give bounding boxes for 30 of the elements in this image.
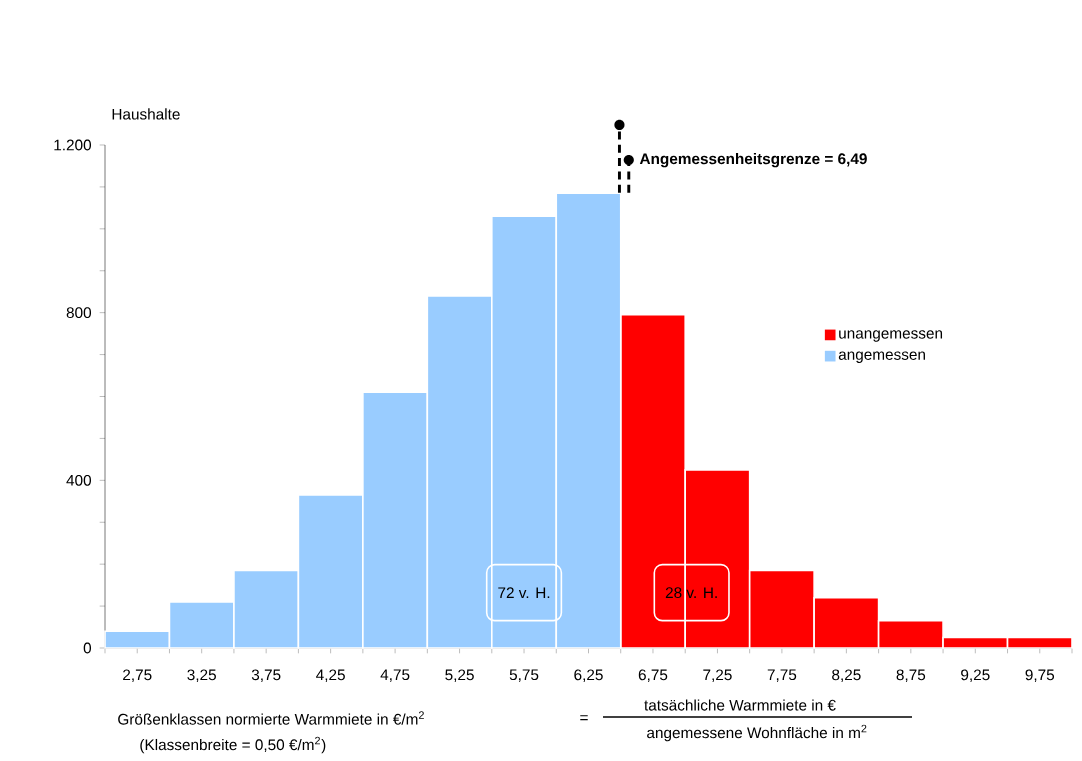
- annotation: 28 v. H.: [665, 587, 717, 599]
- x-tick-label: 7,75: [767, 669, 797, 682]
- legend-label: unangemessen: [839, 330, 943, 342]
- annotation: 72 v. H.: [498, 587, 550, 599]
- x-tick-label: 4,25: [316, 669, 345, 683]
- y-axis-title: Haushalte: [112, 108, 180, 120]
- x-tick-label: 7,25: [703, 669, 732, 683]
- x-tick-label: 5,25: [445, 669, 474, 683]
- x-tick-label: 6,75: [638, 669, 668, 683]
- x-tick-label: 8,75: [896, 669, 926, 683]
- text: tatsächliche Warmmiete in €: [644, 699, 836, 711]
- x-tick-label: 6,25: [574, 669, 603, 683]
- x-tick-label: 4,75: [380, 669, 410, 682]
- x-tick-label: 8,25: [832, 669, 861, 683]
- legend-label: angemessen: [838, 351, 925, 363]
- x-tick-label: 3,75: [251, 669, 281, 683]
- x-tick-label: 3,25: [187, 669, 216, 683]
- text: =: [580, 715, 588, 721]
- y-tick-label: 0: [83, 642, 92, 654]
- x-tick-label: 5,75: [509, 669, 539, 682]
- x-tick-label: 9,75: [1025, 669, 1055, 683]
- x-axis-title: Größenklassen normierte Warmmiete in €/m$^{2}$: [118, 711, 424, 725]
- text: angemessene Wohnfläche in m$^{2}$: [647, 724, 867, 742]
- y-tick-label: 1.200: [54, 139, 92, 151]
- text: (Klassenbreite = 0,50 €/m$^{2}$): [140, 736, 326, 754]
- y-tick-label: 400: [66, 474, 92, 486]
- y-tick-label: 800: [66, 307, 92, 319]
- x-tick-label: 9,25: [961, 669, 990, 683]
- ref-line-label: Angemessenheitsgrenze = 6,49: [639, 152, 867, 168]
- x-tick-label: 2,75: [123, 669, 152, 683]
